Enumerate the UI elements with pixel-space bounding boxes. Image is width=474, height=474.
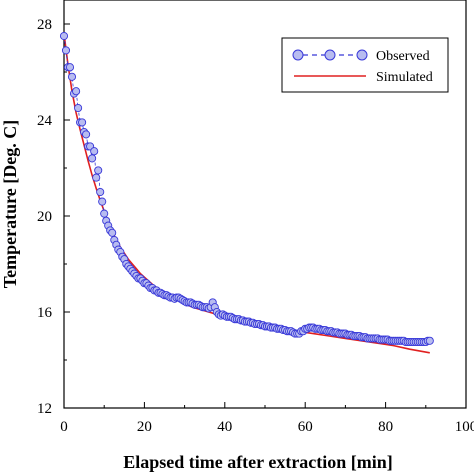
legend: Observed Simulated bbox=[281, 37, 449, 93]
observed-series bbox=[59, 31, 434, 347]
observed-point bbox=[92, 173, 101, 182]
y-axis-ticks: 12 16 20 24 28 bbox=[37, 17, 70, 417]
legend-observed-label: Observed bbox=[376, 49, 430, 64]
y-axis-title: Temperature [Deg. C] bbox=[0, 120, 20, 288]
observed-point bbox=[65, 63, 75, 72]
x-tick-label: 100 bbox=[455, 419, 474, 435]
observed-point bbox=[74, 103, 83, 113]
observed-point bbox=[100, 209, 109, 218]
y-tick-label: 20 bbox=[37, 209, 52, 225]
observed-point bbox=[88, 154, 97, 163]
observed-point bbox=[72, 87, 81, 96]
x-tick-label: 80 bbox=[378, 419, 393, 435]
observed-point bbox=[78, 118, 87, 127]
y-tick-label: 12 bbox=[37, 401, 52, 417]
observed-point bbox=[94, 166, 103, 175]
y-tick-label: 28 bbox=[37, 17, 52, 33]
observed-point bbox=[90, 147, 99, 156]
observed-point bbox=[96, 187, 105, 197]
x-tick-label: 0 bbox=[60, 419, 68, 435]
observed-point bbox=[67, 72, 77, 81]
y-tick-label: 16 bbox=[37, 305, 53, 321]
x-tick-label: 40 bbox=[217, 419, 232, 435]
legend-observed-marker bbox=[324, 49, 336, 61]
observed-point bbox=[61, 46, 71, 55]
x-axis-ticks: 0 20 40 60 80 100 bbox=[60, 402, 474, 435]
observed-point bbox=[108, 228, 117, 237]
legend-observed-marker bbox=[356, 49, 368, 61]
observed-point bbox=[82, 130, 91, 139]
x-axis-title: Elapsed time after extraction [min] bbox=[123, 452, 393, 472]
observed-point bbox=[425, 336, 434, 345]
observed-point bbox=[59, 31, 69, 41]
legend-observed-marker bbox=[292, 49, 304, 61]
x-tick-label: 20 bbox=[137, 419, 152, 435]
x-tick-label: 60 bbox=[298, 419, 313, 435]
observed-point bbox=[98, 197, 107, 206]
legend-simulated-label: Simulated bbox=[376, 70, 433, 85]
legend-box bbox=[281, 37, 449, 93]
y-tick-label: 24 bbox=[37, 113, 53, 129]
